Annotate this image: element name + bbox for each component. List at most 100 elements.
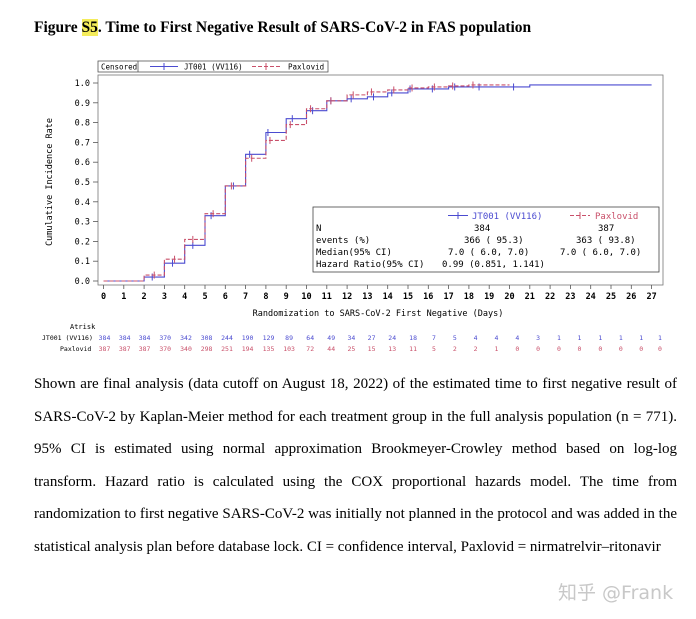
stats-row-events-label: events (%) [316,236,370,246]
figure-title: Figure S5. Time to First Negative Result… [34,19,531,37]
watermark: 知乎 @Frank [558,582,674,604]
top-legend-frame [97,60,329,73]
at-risk-cell: 0 [639,345,643,353]
at-risk-cell: 5 [432,345,436,353]
at-risk-cell: 308 [201,334,213,342]
km-chart: Censored JT001 (VV116) Paxlovid 0.0 0.1 0.… [42,60,664,353]
stats-median1: 7.0 ( 6.0, 7.0) [448,248,529,258]
at-risk-cell: 2 [453,345,457,353]
y-tick-label: 0.3 [75,218,90,228]
at-risk-cell: 0 [536,345,540,353]
stats-table: JT001 (VV116) Paxlovid N 384 387 events … [312,206,660,273]
figure-label: Figure [34,19,82,36]
legend-censored-label: Censored [101,63,137,72]
figure-number-highlight: S5 [81,19,98,36]
y-tick-label: 0.4 [75,198,90,208]
at-risk-cell: 15 [368,345,376,353]
stats-row-hr-label: Hazard Ratio(95% CI) [316,260,424,270]
x-tick-label: 2 [142,292,147,302]
y-tick-label: 1.0 [75,79,90,89]
x-tick-label: 16 [423,292,433,302]
at-risk-cell: 4 [515,334,519,342]
at-risk-cell: 384 [99,334,111,342]
top-legend: Censored JT001 (VV116) Paxlovid [97,60,329,73]
at-risk-cell: 251 [221,345,233,353]
at-risk-cell: 387 [119,345,131,353]
at-risk-cell: 1 [639,334,643,342]
at-risk-cell: 190 [242,334,254,342]
at-risk-cell: 4 [494,334,498,342]
at-risk-cell: 0 [658,345,662,353]
at-risk-cell: 384 [119,334,131,342]
at-risk-cell: 370 [159,345,171,353]
x-tick-label: 20 [504,292,514,302]
x-tick-label: 17 [443,292,453,302]
at-risk-cell: 384 [139,334,151,342]
figure-caption: Shown are final analysis (data cutoff on… [34,376,677,555]
at-risk-cell: 342 [180,334,192,342]
x-tick-label: 0 [101,292,106,302]
stats-col2-header: Paxlovid [595,212,638,222]
x-tick-label: 18 [464,292,474,302]
stats-n1: 384 [474,224,490,234]
stats-hr: 0.99 (0.851, 1.141) [442,260,545,270]
at-risk-cell: 72 [306,345,314,353]
stats-col1-header: JT001 (VV116) [472,212,542,222]
x-axis: 0 1 2 3 4 5 6 7 8 9 10 11 12 13 14 15 16 17 18 19 20 21 22 23 24… [101,285,657,302]
x-tick-label: 19 [484,292,494,302]
stats-n2: 387 [598,224,614,234]
x-tick-label: 3 [162,292,167,302]
at-risk-cell: 89 [285,334,293,342]
at-risk-cell: 4 [474,334,478,342]
at-risk-cell: 340 [180,345,192,353]
x-axis-label: Randomization to SARS-CoV-2 First Negati… [253,309,504,319]
x-tick-label: 7 [243,292,248,302]
at-risk-cell: 1 [658,334,662,342]
x-tick-label: 26 [626,292,636,302]
at-risk-cell: 25 [347,345,355,353]
at-risk-cell: 1 [577,334,581,342]
y-tick-label: 0.8 [75,119,90,129]
at-risk-cell: 387 [99,345,111,353]
at-risk-cell: 135 [263,345,275,353]
stats-events2: 363 ( 93.8) [576,236,636,246]
x-tick-label: 11 [322,292,332,302]
at-risk-cell: 1 [557,334,561,342]
at-risk-cell: 0 [598,345,602,353]
at-risk-title: Atrisk [70,323,96,331]
at-risk-cell: 1 [494,345,498,353]
x-tick-label: 5 [202,292,207,302]
series-line-2 [103,84,510,282]
stats-row-n-label: N [316,224,321,234]
at-risk-cell: 13 [388,345,396,353]
x-tick-label: 12 [342,292,352,302]
x-tick-label: 21 [525,292,535,302]
at-risk-cell: 0 [577,345,581,353]
at-risk-cell: 3 [536,334,540,342]
at-risk-cell: 11 [409,345,417,353]
x-tick-label: 10 [301,292,311,302]
at-risk-cell: 7 [432,334,436,342]
stats-row-median-label: Median(95% CI) [316,248,392,258]
x-tick-label: 25 [606,292,616,302]
y-tick-label: 0.5 [75,178,90,188]
at-risk-cell: 103 [283,345,295,353]
series-layer [103,81,652,282]
y-tick-label: 0.1 [75,257,90,267]
legend-series1-label: JT001 (VV116) [184,63,243,72]
at-risk-cell: 24 [388,334,396,342]
at-risk-cell: 64 [306,334,314,342]
x-tick-label: 23 [565,292,575,302]
at-risk-cell: 44 [327,345,335,353]
x-tick-label: 6 [223,292,228,302]
at-risk-cell: 5 [453,334,457,342]
y-tick-label: 0.2 [75,237,90,247]
at-risk-row2-label: Paxlovid [60,345,91,353]
y-tick-label: 0.0 [75,277,90,287]
at-risk-cell: 194 [242,345,254,353]
x-tick-label: 13 [362,292,372,302]
at-risk-cell: 34 [347,334,355,342]
x-tick-label: 14 [383,292,393,302]
x-tick-label: 27 [646,292,656,302]
at-risk-row1-label: JT001 (VV116) [42,334,93,342]
